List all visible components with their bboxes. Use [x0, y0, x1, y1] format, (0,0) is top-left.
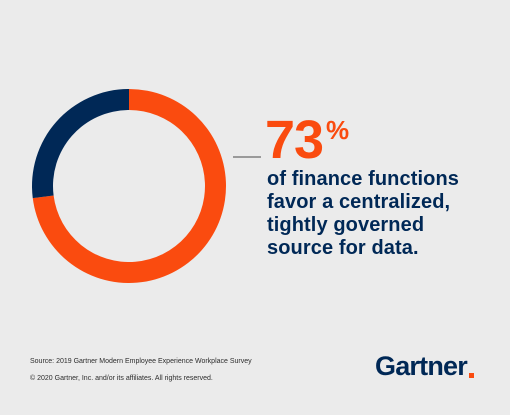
stat-percent-sign: %: [326, 115, 350, 145]
donut-chart: [32, 89, 226, 283]
donut-slice-other: [32, 89, 130, 199]
source-note: Source: 2019 Gartner Modern Employee Exp…: [30, 358, 252, 365]
stat-description-line: source for data.: [267, 237, 419, 259]
gartner-logo: Gartner: [375, 351, 468, 381]
stat-description-line: favor a centralized,: [267, 191, 451, 213]
stat-value: 73: [265, 110, 324, 170]
stat-description: of finance functions favor a centralized…: [267, 168, 502, 260]
copyright-note: © 2020 Gartner, Inc. and/or its affiliat…: [30, 375, 213, 382]
stat-description-line: of finance functions: [267, 168, 459, 190]
callout-connector-line: [233, 156, 261, 158]
logo-accent-dot: [469, 373, 474, 378]
stat-description-line: tightly governed: [267, 214, 425, 236]
